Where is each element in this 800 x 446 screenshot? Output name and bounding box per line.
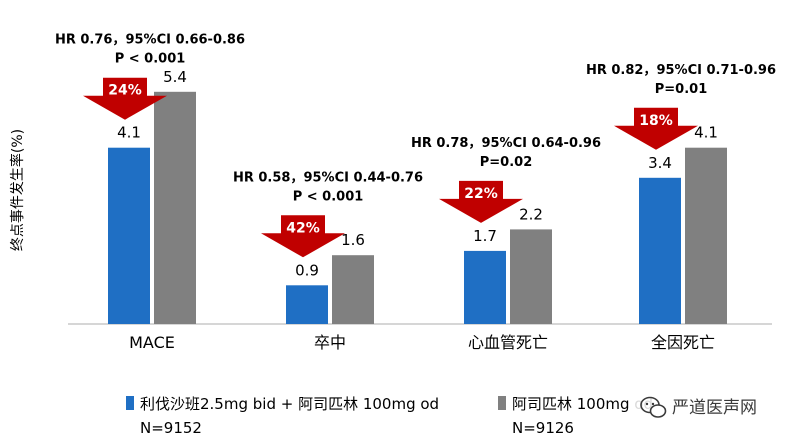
hr-annotation: HR 0.76，95%CI 0.66-0.86 (55, 33, 245, 48)
legend-n-series-1: N=9152 (140, 419, 202, 437)
hr-annotation: HR 0.78，95%CI 0.64-0.96 (411, 136, 601, 151)
reduction-arrow: 42% (261, 215, 345, 258)
bar-aspirin (332, 255, 374, 324)
bar-rivaroxaban (639, 177, 681, 324)
reduction-percent: 22% (464, 186, 498, 202)
bar-aspirin (154, 91, 196, 324)
bar-value-label: 4.1 (694, 124, 718, 142)
legend: 利伐沙班2.5mg bid + 阿司匹林 100mg od N=9152 阿司匹… (126, 395, 653, 437)
p-value-annotation: P=0.02 (480, 155, 533, 170)
legend-swatch-series-2 (498, 396, 506, 410)
watermark-text: 严道医声网 (672, 398, 757, 418)
legend-label-series-1: 利伐沙班2.5mg bid + 阿司匹林 100mg od (140, 395, 439, 413)
legend-label-series-2: 阿司匹林 100mg od (512, 395, 653, 413)
reduction-arrow: 18% (614, 107, 698, 150)
bar-value-label: 2.2 (519, 205, 543, 223)
reduction-arrow: 24% (83, 77, 167, 120)
bar-value-label: 4.1 (117, 124, 141, 142)
bar-group: 1.7 2.2 心血管死亡 22% HR 0.78，95%CI 0.64-0.96 P=0… (411, 136, 601, 352)
bar-value-label: 0.9 (295, 261, 319, 279)
wechat-icon (640, 396, 667, 418)
bar-rivaroxaban (464, 250, 506, 324)
p-value-annotation: P < 0.001 (115, 52, 186, 67)
y-axis-label: 终点事件发生率(%) (9, 129, 26, 251)
bar-value-label: 5.4 (163, 68, 187, 86)
bar-groups: 4.1 5.4 MACE 24% HR 0.76，95%CI 0.66-0.86 P < … (55, 33, 776, 352)
bar-value-label: 3.4 (648, 154, 672, 172)
watermark: 严道医声网 (630, 390, 800, 422)
reduction-arrow: 22% (439, 180, 523, 223)
bar-group: 4.1 5.4 MACE 24% HR 0.76，95%CI 0.66-0.86 P < … (55, 33, 245, 352)
legend-swatch-series-1 (126, 396, 134, 410)
bar-aspirin (510, 229, 552, 324)
bar-rivaroxaban (286, 285, 328, 324)
legend-n-series-2: N=9126 (512, 419, 574, 437)
category-label: 心血管死亡 (468, 333, 548, 352)
bar-group: 0.9 1.6 卒中 42% HR 0.58，95%CI 0.44-0.76 P < 0.… (233, 170, 423, 352)
arrow-shape (261, 215, 345, 258)
category-label: MACE (129, 333, 175, 352)
category-label: 卒中 (314, 333, 346, 352)
arrow-shape (83, 77, 167, 120)
bar-rivaroxaban (108, 147, 150, 324)
reduction-percent: 42% (286, 220, 320, 236)
bar-value-label: 1.7 (473, 227, 497, 245)
hr-annotation: HR 0.58，95%CI 0.44-0.76 (233, 170, 423, 185)
reduction-percent: 18% (639, 113, 673, 129)
bar-group: 3.4 4.1 全因死亡 18% HR 0.82，95%CI 0.71-0.96 P=0.… (586, 63, 776, 352)
bar-value-label: 1.6 (341, 231, 365, 249)
category-label: 全因死亡 (651, 333, 715, 352)
bar-aspirin (685, 147, 727, 324)
reduction-percent: 24% (108, 83, 142, 99)
hr-annotation: HR 0.82，95%CI 0.71-0.96 (586, 63, 776, 78)
arrow-shape (614, 107, 698, 150)
arrow-shape (439, 180, 523, 223)
p-value-annotation: P=0.01 (655, 82, 708, 97)
p-value-annotation: P < 0.001 (293, 189, 364, 204)
